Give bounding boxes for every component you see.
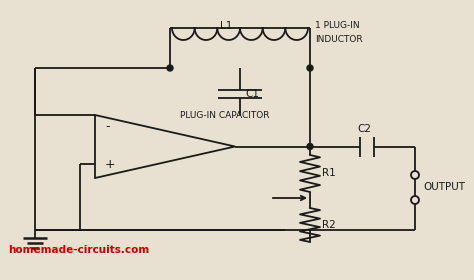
Text: homemade-circuits.com: homemade-circuits.com <box>8 245 149 255</box>
Text: 1 PLUG-IN: 1 PLUG-IN <box>315 22 360 31</box>
Text: C2: C2 <box>357 123 372 134</box>
Text: OUTPUT: OUTPUT <box>423 182 465 192</box>
Circle shape <box>167 65 173 71</box>
Text: R1: R1 <box>322 168 336 178</box>
Circle shape <box>307 65 313 71</box>
Text: C1: C1 <box>245 89 259 99</box>
Text: R2: R2 <box>322 220 336 230</box>
Text: -: - <box>105 120 109 134</box>
Text: L1: L1 <box>220 21 232 31</box>
Text: +: + <box>105 157 116 171</box>
Text: INDUCTOR: INDUCTOR <box>315 34 363 43</box>
Circle shape <box>307 143 313 150</box>
Text: PLUG-IN CAPACITOR: PLUG-IN CAPACITOR <box>180 111 270 120</box>
